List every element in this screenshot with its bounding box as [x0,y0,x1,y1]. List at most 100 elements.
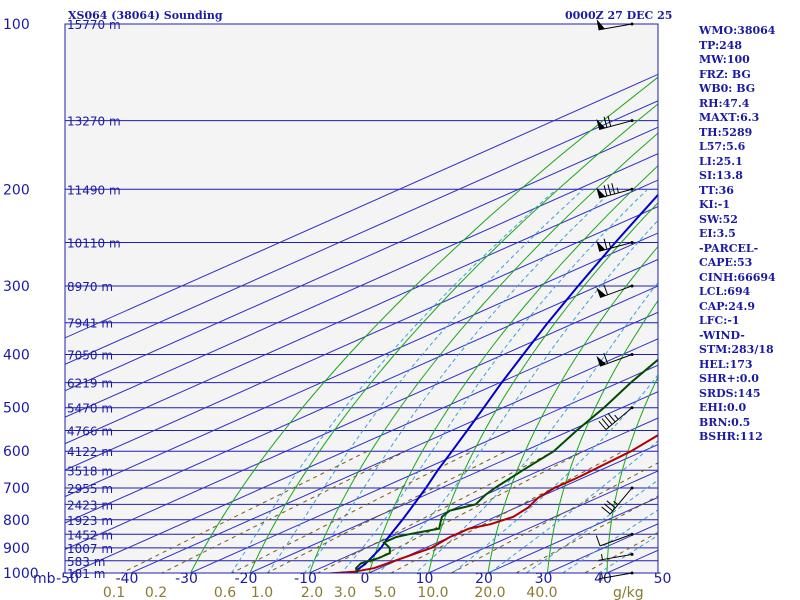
plot-area [65,24,658,573]
wind-barb-station [630,284,634,288]
stat-item: EHI:0.0 [699,401,747,414]
height-label: 7050 m [67,349,113,363]
stat-item: BSHR:112 [699,430,763,443]
moist-adiabat-line [414,281,658,573]
isotherm-line [367,443,658,573]
height-label: 3518 m [67,464,113,478]
mixing-ratio-line [160,450,407,573]
wind-barb-flag [606,500,616,509]
moist-adiabat-line [303,188,614,573]
pressure-tick-label: 700 [3,481,30,497]
wind-barb-flag [603,284,609,296]
height-label: 15770 m [67,18,121,32]
pressure-tick-label: 500 [3,401,30,417]
wind-barb-flag [607,115,612,127]
wind-barb-staff [598,572,633,580]
wind-barb-half-flag [601,572,603,579]
mixing-ratio-tick-label: 0.6 [214,585,236,600]
mixing-ratio-tick-label: 2.0 [301,585,323,600]
stat-item: CAPE:53 [699,256,753,269]
moist-adiabat-line [340,188,648,573]
temperature-tick-label: -30 [175,571,198,587]
wind-barb-station [630,571,634,575]
wind-barb-station [630,552,634,556]
height-label: 1007 m [67,542,113,556]
isotherm-line [308,417,658,573]
stat-item: BRN:0.5 [699,415,751,429]
parcel-line [355,193,658,572]
mixing-ratio-tick-label: 0.1 [103,585,125,600]
mixing-ratio-line [230,450,473,573]
mixing-ratio-tick-label: 5.0 [374,585,396,600]
height-label: 10110 m [67,236,121,250]
wind-barb-pennant [596,240,606,252]
mixing-ratio-tick-label: 20.0 [474,585,505,600]
wind-barb [596,115,634,130]
stat-item: EI:3.5 [699,227,736,240]
wind-barb-half-flag [608,242,612,249]
mixing-ratio-line [120,450,368,573]
dry-adiabat-line [368,164,658,573]
stat-item: KI:-1 [699,198,730,211]
wind-barb-pennant [596,287,607,298]
pressure-tick-label: 1000 [3,566,39,582]
pressure-unit-label: mb [33,571,56,587]
wind-barb-flag [601,506,611,515]
mixing-ratio-tick-label: 10.0 [417,585,448,600]
stat-item: SW:52 [699,212,738,226]
pressure-tick-label: 200 [3,182,30,198]
stat-item: TP:248 [699,38,743,52]
moist-adiabat-line [230,188,557,573]
stat-item: FRZ: BG [699,67,751,81]
wind-barb-flag [603,503,614,512]
wind-barb [596,19,634,31]
stat-item: WB0: BG [699,82,756,95]
wind-barb [598,406,634,430]
wind-barb-pennant [596,187,606,199]
stat-item: TT:36 [699,183,734,197]
dewpoint-line [354,358,658,573]
height-label: 181 m [67,567,105,581]
wind-barb-station [630,532,634,536]
stat-item: LI:25.1 [699,154,743,168]
mixing-ratio-unit-label: g/kg [613,585,644,600]
mixing-ratio-tick-label: 3.0 [334,585,356,600]
mixing-ratio-tick-label: 1.0 [251,585,273,600]
wind-barb-half-flag [614,414,619,420]
pressure-tick-label: 300 [3,279,30,295]
wind-barb-flag [603,238,608,250]
temperature-tick-label: 50 [654,571,672,587]
wind-barb-staff [599,533,633,547]
dry-adiabat-line [487,245,658,573]
isotherm-line [248,391,658,573]
wind-barb-station [630,119,634,123]
stat-item: LFC:-1 [699,314,740,327]
wind-barb [598,571,634,580]
moist-adiabat-line [377,219,658,573]
dry-adiabat-line [308,132,658,573]
wind-barb [595,532,634,547]
wind-barb-flag [603,352,609,364]
moist-adiabat-line [451,374,658,573]
stat-item: SI:13.8 [699,169,743,182]
mixing-ratio-tick-label: 40.0 [526,585,557,600]
wind-barb [601,486,634,515]
temperature-tick-label: -10 [294,571,317,587]
station-title: XS064 (38064) Sounding [68,9,223,22]
wind-barb-flag [595,535,601,547]
wind-barb [596,352,634,367]
wind-barb-staff [609,487,633,515]
height-label: 7941 m [67,317,113,331]
wind-barb-pennant [596,19,605,30]
mixing-ratio-line [450,462,658,573]
wind-barb-station [630,22,634,26]
stat-item: MW:100 [699,53,750,66]
isotherm-line [65,179,658,445]
temperature-tick-label: -20 [235,571,258,587]
height-label: 5470 m [67,402,113,416]
plot-frame [64,23,659,574]
temperature-tick-label: -50 [56,571,79,587]
wind-barb-station [630,406,634,410]
stat-item: STM:283/18 [699,343,774,356]
stats-panel: WMO:38064 TP:248 MW:100 FRZ: BG WB0: BG RH:47… [699,24,799,445]
